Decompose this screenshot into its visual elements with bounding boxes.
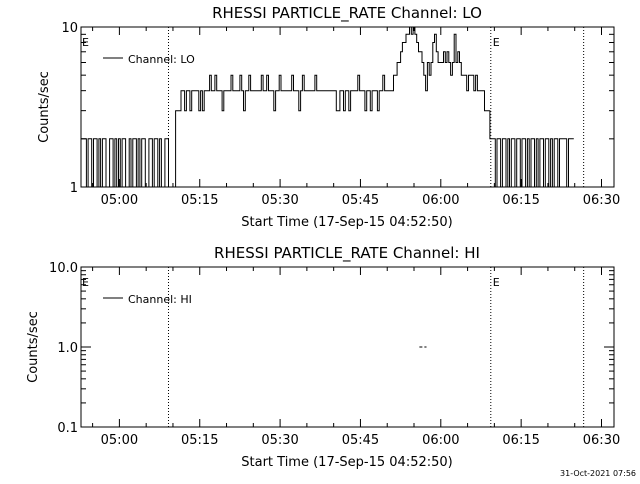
- lo-x-tick-label: 05:00: [101, 193, 138, 208]
- hi-legend-label: Channel: HI: [128, 293, 192, 306]
- hi-x-axis-label: Start Time (17-Sep-15 04:52:50): [241, 455, 452, 470]
- hi-y-axis-label: Counts/sec: [26, 311, 41, 383]
- lo-x-tick-label: 06:30: [583, 193, 620, 208]
- lo-x-axis-label: Start Time (17-Sep-15 04:52:50): [241, 215, 452, 230]
- hi-channel-panel: RHESSI PARTICLE_RATE Channel: HI Counts/…: [26, 244, 620, 470]
- lo-y-axis-label: Counts/sec: [37, 71, 52, 143]
- lo-x-tick-label: 05:30: [261, 193, 298, 208]
- hi-x-tick-label: 06:30: [583, 433, 620, 448]
- hi-y-tick-label: 10.0: [49, 261, 78, 276]
- lo-edge-label: E: [82, 36, 89, 49]
- lo-y-tick-label: 10: [61, 21, 78, 36]
- lo-series: [81, 26, 574, 188]
- lo-plot-frame: [80, 26, 615, 188]
- hi-edge-label: E: [82, 276, 89, 289]
- hi-edge-label: E: [493, 276, 500, 289]
- lo-x-tick-label: 06:00: [422, 193, 459, 208]
- footer-timestamp: 31-Oct-2021 07:56: [560, 469, 636, 478]
- hi-y-tick-label: 0.1: [57, 421, 78, 436]
- hi-x-tick-label: 05:00: [101, 433, 138, 448]
- hi-y-tick-label: 1.0: [57, 341, 78, 356]
- lo-channel-panel: RHESSI PARTICLE_RATE Channel: LO Counts/…: [37, 4, 620, 230]
- lo-legend-label: Channel: LO: [128, 53, 195, 66]
- lo-chart-title: RHESSI PARTICLE_RATE Channel: LO: [212, 4, 482, 23]
- lo-series-line: [81, 26, 574, 188]
- lo-x-tick-label: 05:45: [342, 193, 379, 208]
- hi-x-tick-label: 06:15: [502, 433, 539, 448]
- lo-x-tick-label: 05:15: [181, 193, 218, 208]
- lo-y-tick-label: 1: [70, 181, 78, 196]
- hi-legend: Channel: HI: [103, 293, 192, 306]
- lo-x-tick-label: 06:15: [502, 193, 539, 208]
- hi-x-tick-label: 05:30: [261, 433, 298, 448]
- lo-edge-label: E: [493, 36, 500, 49]
- hi-x-tick-label: 05:15: [181, 433, 218, 448]
- hi-x-tick-label: 06:00: [422, 433, 459, 448]
- hi-x-tick-label: 05:45: [342, 433, 379, 448]
- lo-ticks: 05:00 05:15 05:30 05:45 06:00 06:15 06:30 1 10: [61, 21, 620, 208]
- hi-chart-title: RHESSI PARTICLE_RATE Channel: HI: [214, 244, 480, 263]
- lo-legend: Channel: LO: [103, 53, 195, 66]
- hi-ticks: 05:00 05:15 05:30 05:45 06:00 06:15 06:30 0.1 1.…: [49, 261, 620, 448]
- hi-plot-frame: [80, 266, 615, 428]
